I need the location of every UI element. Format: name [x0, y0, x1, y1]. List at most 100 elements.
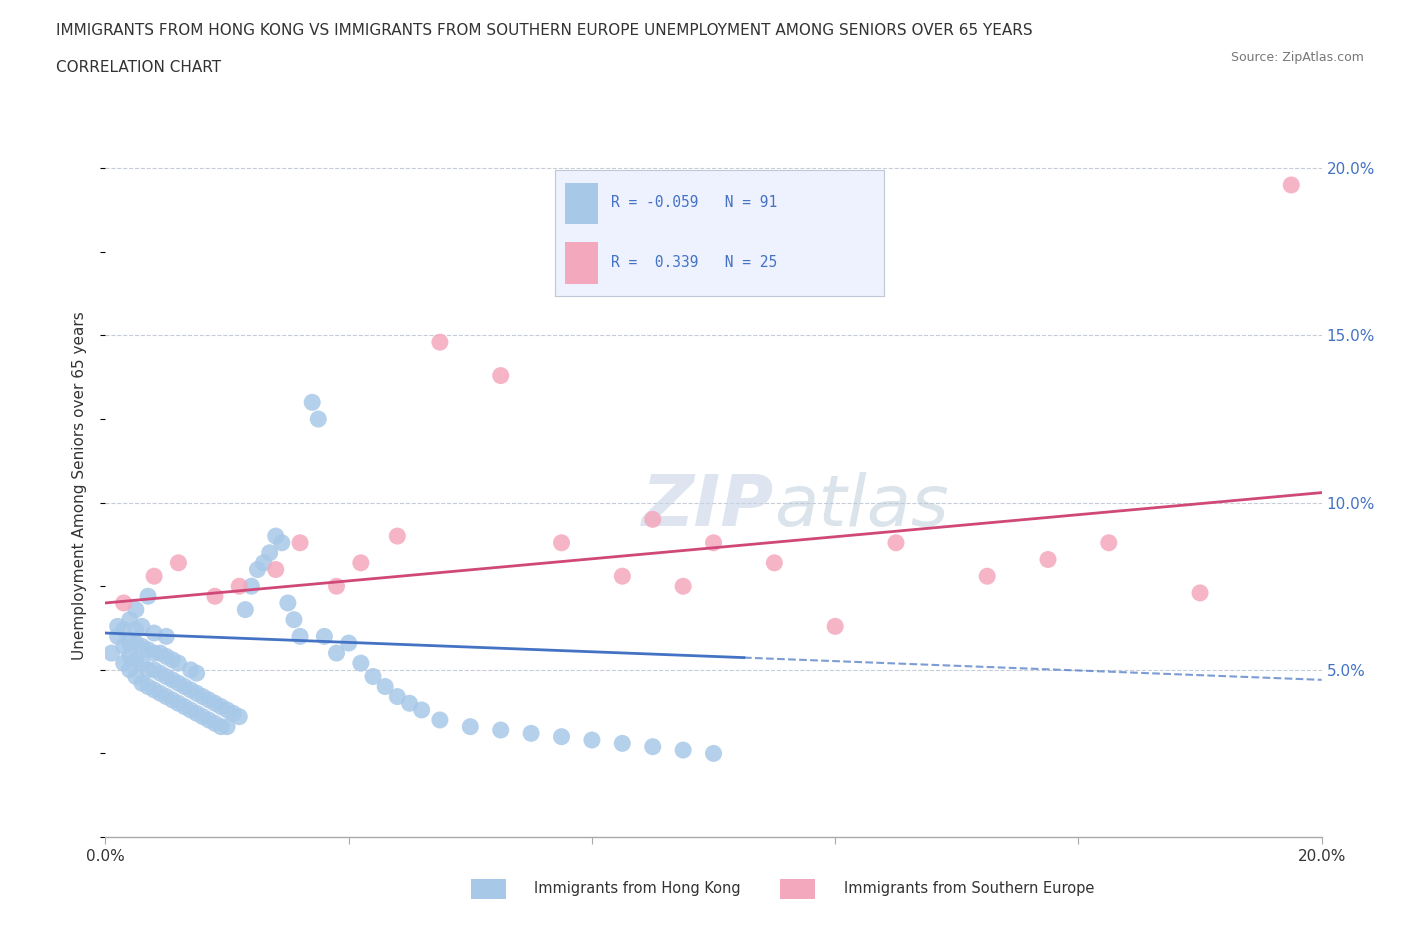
Point: [325, 645, 347, 660]
Point: [233, 603, 256, 618]
Point: [361, 669, 384, 684]
Point: [209, 699, 232, 714]
Point: [387, 689, 409, 704]
Point: [155, 629, 177, 644]
Point: [143, 569, 166, 584]
Point: [387, 528, 409, 543]
Point: [131, 639, 153, 654]
Point: [374, 679, 396, 694]
Point: [458, 719, 481, 734]
Point: [149, 685, 172, 700]
Point: [125, 652, 148, 667]
Point: [228, 578, 250, 593]
Point: [1279, 178, 1302, 193]
Point: [301, 395, 323, 410]
Point: [131, 619, 153, 634]
Point: [155, 689, 177, 704]
Point: [186, 685, 208, 700]
Point: [107, 619, 129, 634]
Point: [612, 736, 634, 751]
Point: [143, 662, 166, 677]
Point: [180, 702, 202, 717]
Point: [884, 536, 907, 551]
Point: [149, 666, 172, 681]
Point: [118, 662, 141, 677]
Point: [149, 645, 172, 660]
Point: [489, 723, 512, 737]
Point: [125, 603, 148, 618]
Point: [520, 726, 543, 741]
Text: IMMIGRANTS FROM HONG KONG VS IMMIGRANTS FROM SOUTHERN EUROPE UNEMPLOYMENT AMONG : IMMIGRANTS FROM HONG KONG VS IMMIGRANTS …: [56, 23, 1033, 38]
Point: [550, 729, 572, 744]
Point: [100, 645, 122, 660]
Point: [489, 368, 512, 383]
Point: [155, 669, 177, 684]
Point: [143, 683, 166, 698]
Point: [228, 710, 250, 724]
Point: [162, 672, 184, 687]
Point: [136, 589, 159, 604]
Point: [763, 555, 786, 570]
Point: [702, 536, 725, 551]
Point: [217, 719, 239, 734]
Point: [136, 643, 159, 658]
Point: [325, 578, 347, 593]
Text: CORRELATION CHART: CORRELATION CHART: [56, 60, 221, 75]
Point: [337, 635, 360, 650]
Point: [350, 656, 373, 671]
Point: [976, 569, 998, 584]
Point: [612, 569, 634, 584]
Point: [131, 676, 153, 691]
Point: [307, 412, 329, 427]
Point: [641, 512, 664, 526]
Text: atlas: atlas: [775, 472, 949, 541]
Point: [1036, 552, 1059, 567]
Point: [550, 536, 572, 551]
Point: [167, 555, 190, 570]
Y-axis label: Unemployment Among Seniors over 65 years: Unemployment Among Seniors over 65 years: [72, 312, 87, 660]
Point: [167, 696, 190, 711]
Point: [180, 662, 202, 677]
Bar: [565, 182, 598, 224]
Point: [173, 699, 195, 714]
Point: [136, 662, 159, 677]
Text: ZIP: ZIP: [643, 472, 775, 541]
Bar: [565, 242, 598, 284]
Text: Source: ZipAtlas.com: Source: ZipAtlas.com: [1230, 51, 1364, 64]
Point: [429, 335, 451, 350]
Point: [398, 696, 420, 711]
Point: [162, 693, 184, 708]
Point: [191, 689, 214, 704]
Point: [162, 652, 184, 667]
Point: [136, 679, 159, 694]
Point: [1098, 536, 1121, 551]
Point: [125, 669, 148, 684]
Point: [167, 676, 190, 691]
Point: [186, 666, 208, 681]
Point: [217, 702, 239, 717]
Point: [240, 578, 263, 593]
Point: [672, 743, 695, 758]
Point: [1188, 586, 1211, 601]
Point: [429, 712, 451, 727]
Text: Immigrants from Southern Europe: Immigrants from Southern Europe: [844, 881, 1094, 896]
Point: [198, 712, 221, 727]
Point: [112, 622, 135, 637]
Point: [118, 612, 141, 627]
Point: [125, 622, 148, 637]
Point: [641, 739, 664, 754]
Point: [288, 536, 311, 551]
Point: [702, 746, 725, 761]
Point: [264, 562, 287, 577]
Point: [259, 545, 281, 560]
Text: Immigrants from Hong Kong: Immigrants from Hong Kong: [534, 881, 741, 896]
Point: [155, 649, 177, 664]
Point: [118, 649, 141, 664]
Point: [222, 706, 245, 721]
Point: [411, 702, 433, 717]
Point: [246, 562, 269, 577]
Point: [270, 536, 292, 551]
Point: [118, 635, 141, 650]
Point: [143, 626, 166, 641]
Point: [167, 656, 190, 671]
